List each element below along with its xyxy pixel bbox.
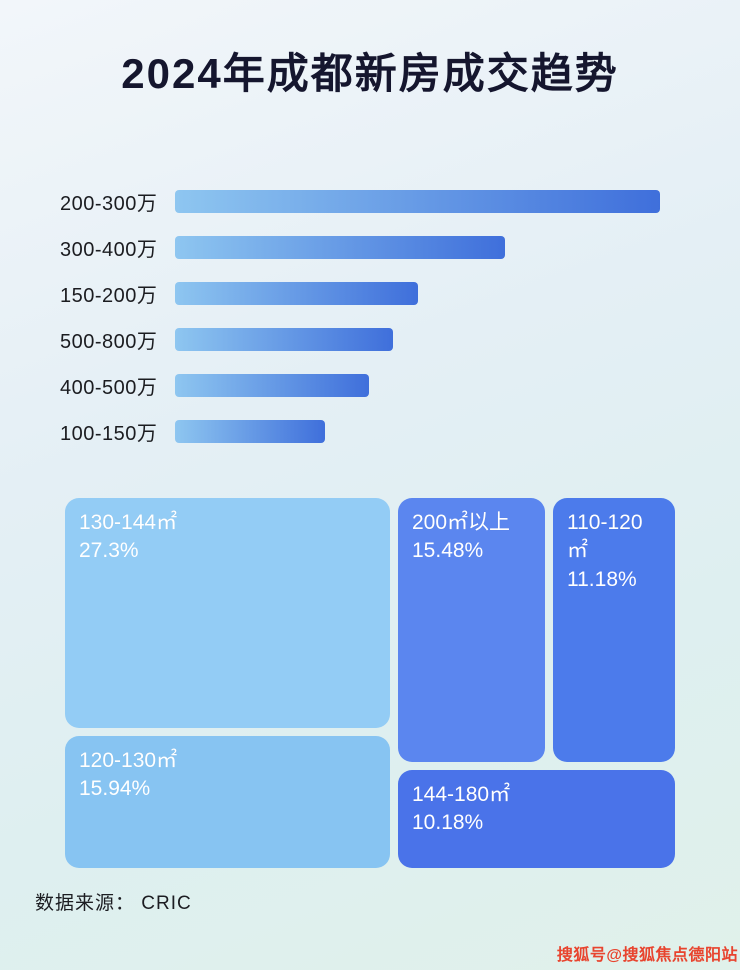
bar-row: 200-300万 (60, 178, 660, 224)
treemap-block-120-130: 120-130㎡ 15.94% (65, 736, 390, 868)
treemap-label: 144-180㎡ (412, 783, 511, 806)
bar-track (175, 373, 660, 397)
bar-track (175, 327, 660, 351)
bar-category-label: 150-200万 (60, 284, 158, 307)
treemap-block-200-plus: 200㎡以上 15.48% (398, 498, 545, 762)
bar-row: 150-200万 (60, 270, 660, 316)
bar (175, 189, 660, 213)
bar-track (175, 189, 660, 213)
bar-category-label: 400-500万 (60, 376, 158, 399)
treemap-value: 27.3% (79, 539, 139, 563)
treemap-value: 15.94% (79, 777, 151, 801)
bar-category-label: 300-400万 (60, 238, 158, 261)
bar-row: 300-400万 (60, 224, 660, 270)
bar-row: 400-500万 (60, 362, 660, 408)
treemap-label: 200㎡以上 (412, 511, 511, 534)
data-source-label: 数据来源： CRIC (35, 893, 192, 914)
bar (175, 235, 505, 259)
bar-row: 500-800万 (60, 316, 660, 362)
bar (175, 281, 418, 305)
bar-category-label: 100-150万 (60, 422, 158, 445)
treemap-value: 10.18% (412, 811, 484, 835)
treemap-value: 15.48% (412, 539, 484, 563)
treemap-block-110-120: 110-120㎡ 11.18% (553, 498, 675, 762)
bar (175, 419, 326, 443)
bar-row: 100-150万 (60, 408, 660, 454)
treemap-value: 11.18% (567, 567, 637, 591)
unit-size-treemap: 130-144㎡ 27.3% 200㎡以上 15.48% 110-120㎡ 11… (65, 498, 675, 868)
page-title: 2024年成都新房成交趋势 (121, 50, 619, 97)
bar-track (175, 281, 660, 305)
treemap-label: 130-144㎡ (79, 511, 178, 534)
treemap-block-144-180: 144-180㎡ 10.18% (398, 770, 675, 868)
bar (175, 327, 394, 351)
bar-track (175, 235, 660, 259)
treemap-label: 120-130㎡ (79, 749, 178, 772)
bar (175, 373, 369, 397)
price-range-bar-chart: 200-300万 300-400万 150-200万 500-800万 400-500万… (60, 178, 660, 454)
watermark: 搜狐号@搜狐焦点德阳站 (556, 947, 738, 964)
treemap-block-130-144: 130-144㎡ 27.3% (65, 498, 390, 728)
treemap-label: 110-120㎡ (567, 511, 643, 563)
bar-category-label: 200-300万 (60, 192, 158, 215)
bar-category-label: 500-800万 (60, 330, 158, 353)
bar-track (175, 419, 660, 443)
